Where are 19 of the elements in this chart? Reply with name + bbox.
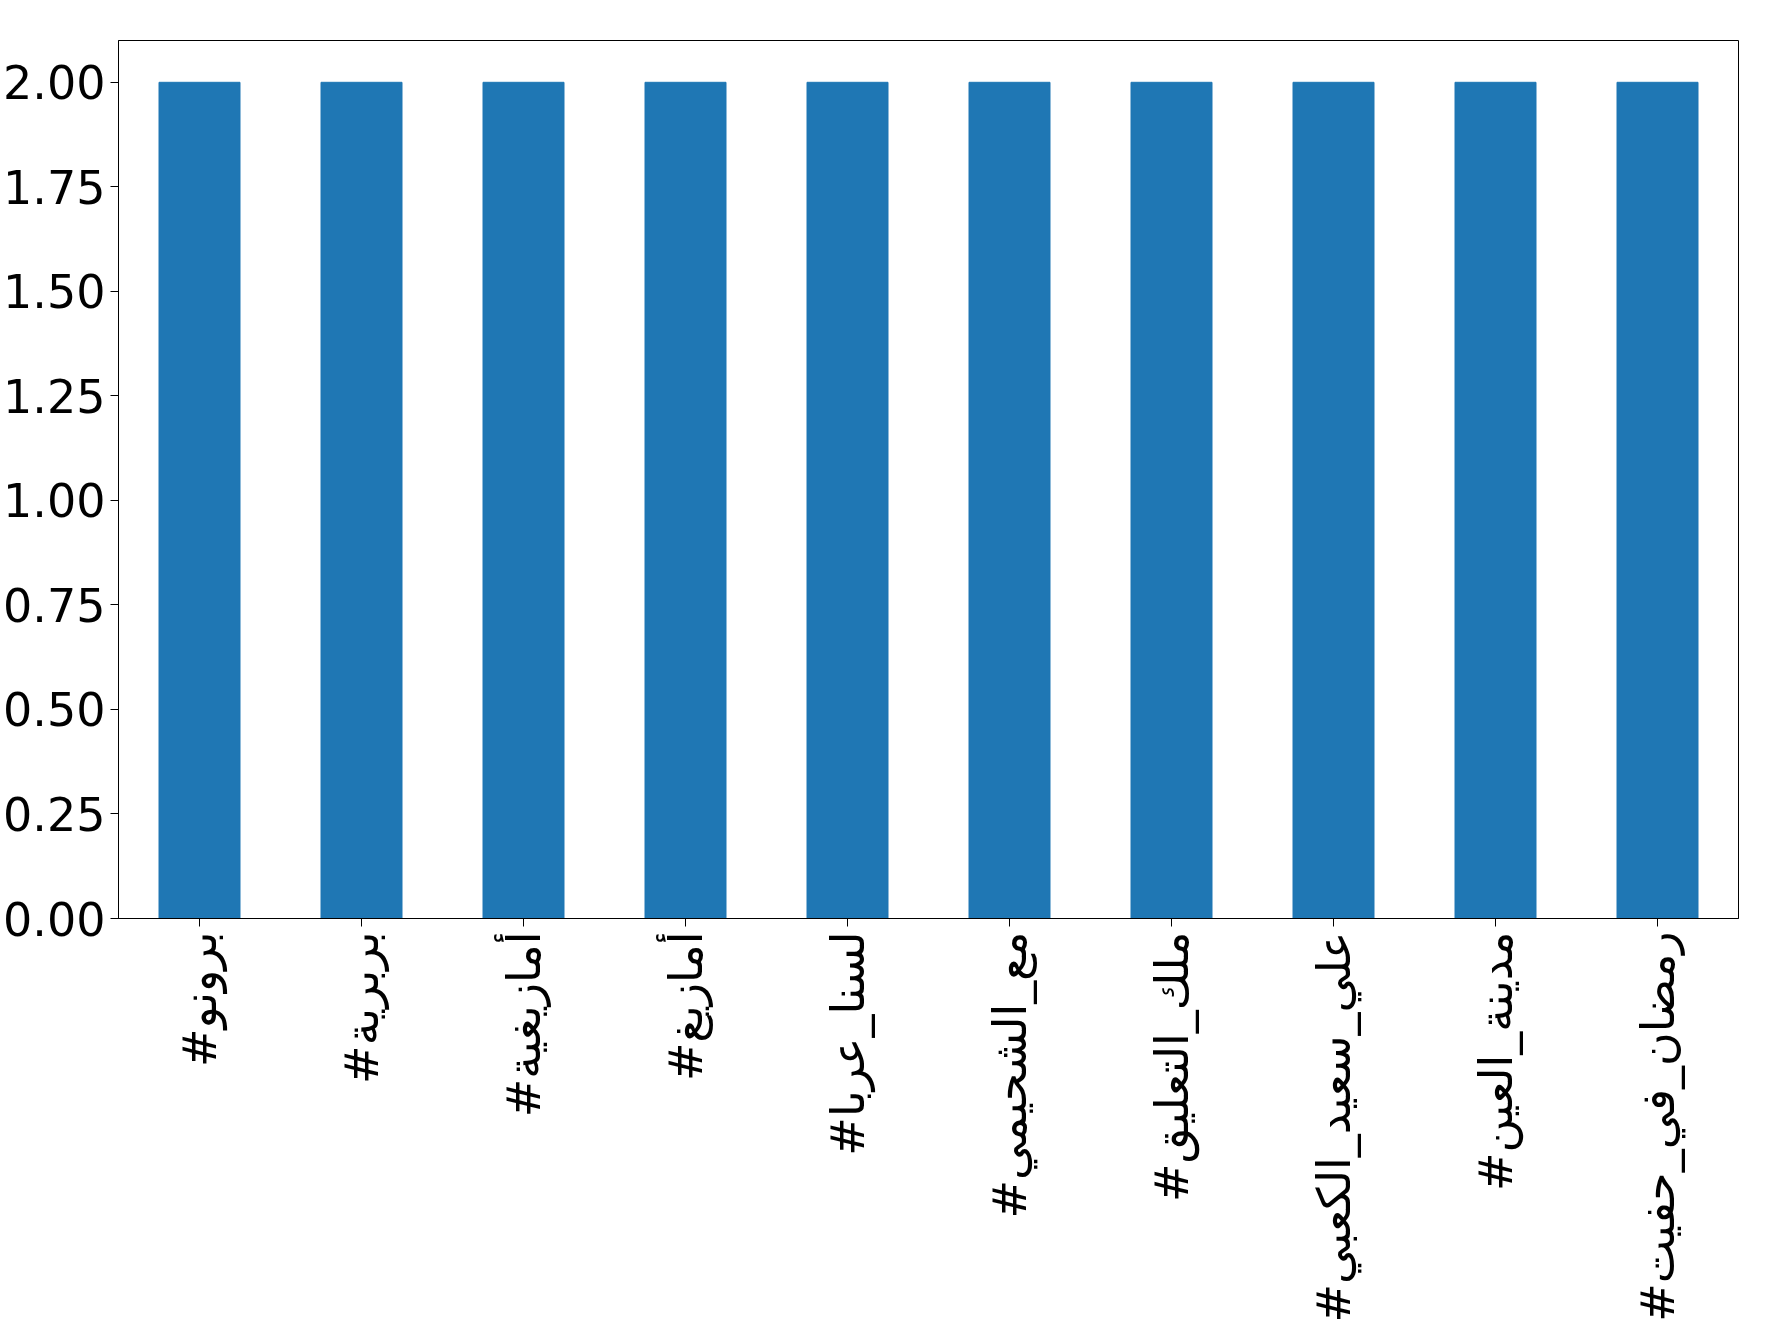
y-tick-label: 0.25: [3, 787, 106, 842]
y-tick-label: 1.00: [3, 474, 106, 529]
x-tick-label: #علي_سعيد_الكعبي: [1306, 931, 1362, 1323]
y-tick-label: 1.75: [3, 160, 106, 215]
y-tick-label: 0.00: [3, 892, 106, 947]
x-tick-label: #مدينة_العين: [1468, 931, 1524, 1192]
y-tick-label: 1.50: [3, 265, 106, 320]
x-tick-label: #برونو: [172, 931, 228, 1068]
x-tick-label: #لسنا_عربا: [820, 931, 876, 1156]
y-tick-label: 2.00: [3, 56, 106, 111]
x-tick-label: #أمازيغ: [655, 931, 713, 1081]
y-tick-label: 0.75: [3, 578, 106, 633]
x-tick-label: #ملك_التعليق: [1144, 931, 1200, 1203]
y-tick-label: 1.25: [3, 369, 106, 424]
x-tick-label: #بربرية: [334, 931, 390, 1084]
x-tick-label: #أمازيغية: [493, 931, 551, 1118]
y-tick-label: 0.50: [3, 683, 106, 738]
x-tick-label: #مع_الشحيمي: [982, 931, 1038, 1219]
x-tick-label: #رمضان_في_حفيت: [1630, 931, 1686, 1322]
